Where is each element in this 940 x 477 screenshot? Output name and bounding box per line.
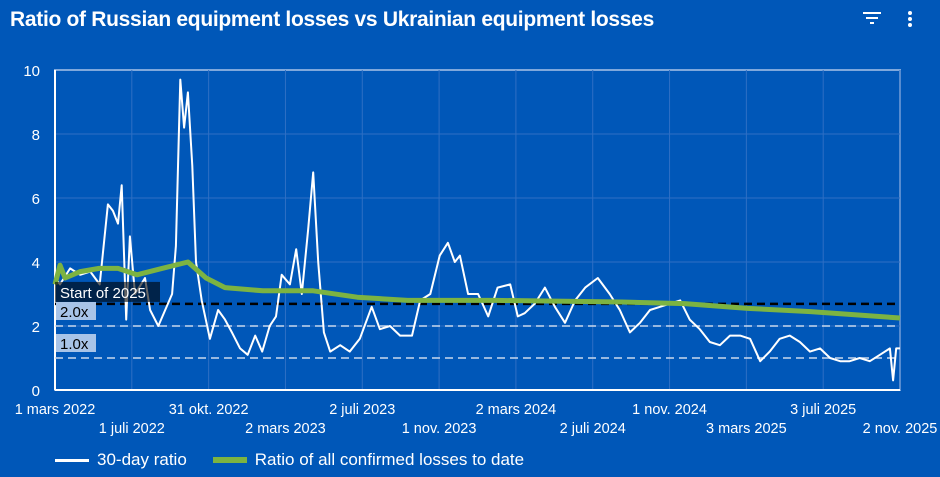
y-tick-label: 2 [32,319,40,336]
filter-icon[interactable] [862,10,882,31]
x-tick-label: 1 mars 2022 [15,402,96,418]
x-tick-label: 2 mars 2023 [245,421,326,437]
y-tick-label: 6 [32,191,40,208]
x-tick-label: 1 nov. 2024 [632,402,707,418]
legend: 30-day ratio Ratio of all confirmed loss… [55,450,550,470]
x-tick-label: 1 juli 2022 [99,421,165,437]
y-tick-label: 8 [32,127,40,144]
annotation-label-bg [56,302,96,320]
legend-item-30-day[interactable]: 30-day ratio [55,450,187,470]
x-tick-label: 3 mars 2025 [706,421,787,437]
annotation-label-bg [56,334,96,352]
more-vert-icon[interactable] [905,10,915,35]
annotation-label: 2.0x [60,304,89,321]
legend-label: Ratio of all confirmed losses to date [254,450,525,469]
legend-swatch [212,457,247,463]
legend-swatch [55,458,89,462]
x-tick-label: 3 juli 2025 [790,402,856,418]
thirty-day-ratio-line [54,78,900,382]
x-tick-label: 2 mars 2024 [476,402,557,418]
x-tick-label: 2 juli 2024 [560,421,626,437]
x-tick-label: 1 nov. 2023 [402,421,477,437]
x-tick-label: 31 okt. 2022 [169,402,249,418]
y-tick-label: 4 [32,255,40,272]
chart-title: Ratio of Russian equipment losses vs Ukr… [10,8,654,31]
plot-border [54,69,901,391]
legend-item-cumulative[interactable]: Ratio of all confirmed losses to date [212,450,525,470]
y-tick-label: 0 [32,383,40,400]
cumulative-ratio-line [52,259,901,321]
annotation-label: Start of 2025 [60,285,146,302]
annotation-label: 1.0x [60,336,89,353]
annotation-label-bg [55,281,160,302]
x-tick-label: 2 juli 2023 [329,402,395,418]
legend-label: 30-day ratio [97,450,187,469]
y-tick-label: 10 [23,63,40,80]
x-tick-label: 2 nov. 2025 [863,421,938,437]
